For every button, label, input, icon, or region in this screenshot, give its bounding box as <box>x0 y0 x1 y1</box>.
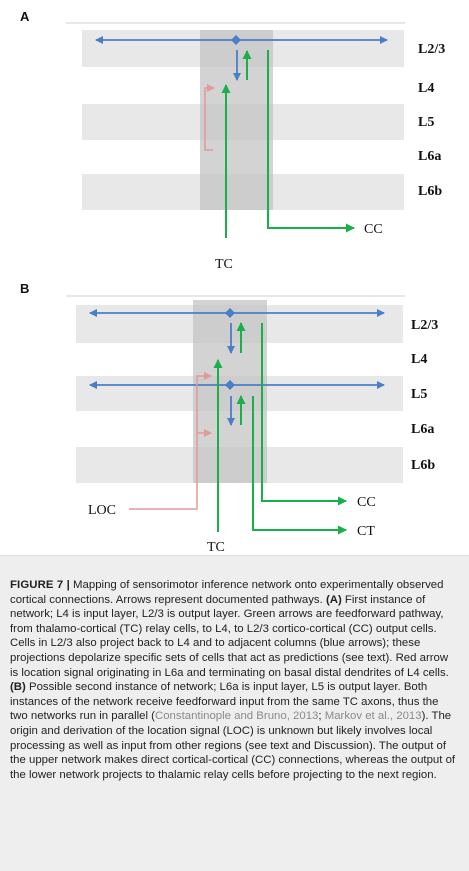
output-label-cc-a: CC <box>364 222 383 237</box>
green-ct-output-arrow-b <box>252 396 347 535</box>
red-location-arrow-a <box>204 84 215 151</box>
panel-a-label: A <box>20 9 30 24</box>
figure-number: FIGURE 7 | <box>10 579 70 591</box>
input-label-tc-b: TC <box>207 540 225 555</box>
output-label-cc-b: CC <box>357 495 376 510</box>
location-label-loc-b: LOC <box>88 503 116 518</box>
citation-constantinople[interactable]: Constantinople and Bruno, 2013 <box>154 710 319 723</box>
blue-lateral-arrow-a <box>95 35 388 45</box>
blue-lateral-arrow-lower-b <box>89 380 385 390</box>
panel-b-label: B <box>20 281 29 296</box>
caption-citation-separator: ; <box>318 710 325 723</box>
layer-label-l23-a: L2/3 <box>418 42 445 57</box>
layer-label-l4-a: L4 <box>418 81 434 96</box>
caption-panel-a-text: First instance of network; L4 is input l… <box>10 593 449 679</box>
caption-panel-b-ref: (B) <box>10 681 26 694</box>
caption-closing-text: ). The origin and derivation of the loca… <box>10 710 456 781</box>
caption-panel-b-text: Possible second instance of network; L6a… <box>10 681 439 723</box>
figure-diagram: A L2/3 L4 L5 L6a L6b <box>20 9 445 555</box>
cortical-column-b <box>193 300 267 483</box>
panel-b: B L2/3 L4 L5 L6a L6b <box>20 281 438 555</box>
layer-label-l6b-a: L6b <box>418 184 442 199</box>
green-cc-output-arrow-b <box>261 323 347 506</box>
layer-label-l6a-b: L6a <box>411 422 434 437</box>
panel-a: A L2/3 L4 L5 L6a L6b <box>20 9 445 272</box>
citation-markov[interactable]: Markov et al., 2013 <box>324 710 422 723</box>
layer-label-l6a-a: L6a <box>418 149 441 164</box>
layer-label-l6b-b: L6b <box>411 458 435 473</box>
blue-node-lower-b <box>225 380 235 390</box>
blue-node-a <box>231 35 241 45</box>
figure-caption: FIGURE 7 | Mapping of sensorimotor infer… <box>0 555 469 871</box>
green-cc-output-arrow-a <box>267 50 355 233</box>
layer-label-l5-b: L5 <box>411 387 427 402</box>
output-label-ct-b: CT <box>357 524 375 539</box>
input-label-tc-a: TC <box>215 257 233 272</box>
caption-panel-a-ref: (A) <box>325 593 342 606</box>
caption-intro: Mapping of sensorimotor inference networ… <box>10 579 444 606</box>
layer-label-l23-b: L2/3 <box>411 318 438 333</box>
blue-node-upper-b <box>225 308 235 318</box>
red-location-arrow-upper-b <box>129 372 212 510</box>
blue-lateral-arrow-upper-b <box>89 308 385 318</box>
layer-label-l5-a: L5 <box>418 115 434 130</box>
layer-label-l4-b: L4 <box>411 352 427 367</box>
